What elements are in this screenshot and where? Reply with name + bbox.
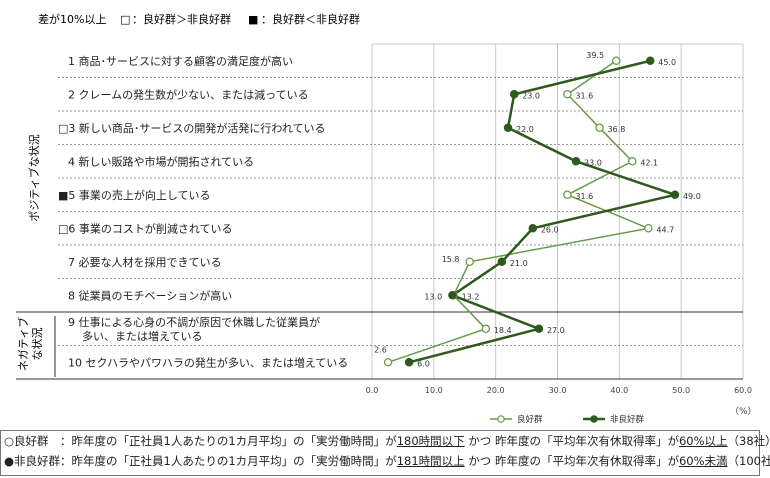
bad-point	[571, 156, 581, 166]
data-label: 31.6	[575, 91, 593, 100]
x-tick-label: 50.0	[672, 386, 690, 395]
data-label: 6.0	[417, 359, 430, 368]
category-label: 8 従業員のモチベーションが高い	[68, 288, 232, 302]
x-tick-label: 40.0	[610, 386, 628, 395]
caption-bad-count: （100社）	[727, 454, 770, 468]
category-label: 多い、または増えている	[82, 329, 202, 343]
good-point	[644, 223, 653, 233]
category-label: ■5 事業の売上が向上している	[58, 188, 211, 202]
good-lt-bad-note: ：良好群＜非良好群	[261, 12, 360, 26]
top-legend: 差が10%以上 □ ：良好群＞非良好群 ■ ：良好群＜非良好群	[38, 12, 360, 26]
good-point	[595, 123, 604, 133]
negative-group-label: ネガティブ	[16, 317, 30, 371]
open-circle-marker: ○	[4, 434, 15, 448]
data-label: 49.0	[683, 192, 701, 201]
category-label: 7 必要な人材を採用できている	[68, 255, 222, 269]
series-line-bad	[408, 59, 680, 364]
bad-point	[670, 190, 680, 199]
caption-bad-text1: ：昨年度の「正社員1人あたりの1カ月平均」の「実労働時間」が	[60, 454, 397, 468]
bad-point	[528, 223, 538, 233]
category-label: □3 新しい商品･サービスの開発が活発に行われている	[58, 121, 326, 135]
bad-point	[503, 123, 513, 133]
x-tick-label: 20.0	[487, 386, 505, 395]
caption-box: ○良好群 ：昨年度の「正社員1人あたりの1カ月平均」の「実労働時間」が180時間…	[0, 430, 770, 476]
bad-point	[448, 290, 457, 300]
x-tick-labels: 0.0 10.0 20.0 30.0 40.0 50.0 60.0	[366, 386, 752, 395]
good-point	[611, 56, 621, 66]
x-tick-label: 60.0	[734, 386, 752, 395]
x-tick-label: 0.0	[366, 386, 379, 395]
category-label: 2 クレームの発生数が少ない、または減っている	[68, 87, 309, 101]
data-label: 27.0	[547, 326, 565, 335]
data-label: 42.1	[640, 158, 658, 167]
caption-good-text1: ：昨年度の「正社員1人あたりの1カ月平均」の「実労働時間」が	[48, 434, 397, 448]
data-label: 22.0	[516, 125, 534, 134]
group-labels: ポジティブな状況 ネガティブ な状況	[16, 134, 44, 371]
legend-label: 良好群	[517, 414, 543, 425]
data-label: 21.0	[510, 259, 528, 268]
bad-point	[404, 357, 414, 367]
good-point	[481, 324, 491, 333]
legend-marker	[497, 415, 505, 423]
category-label: 9 仕事による心身の不調が原因で休職した従業員が	[68, 315, 320, 329]
caption-bad-hours: 181時間以上	[396, 454, 465, 468]
category-label: 1 商品･サービスに対する顧客の満足度が高い	[68, 54, 293, 68]
unit-label: （%）	[730, 406, 757, 417]
data-label: 45.0	[658, 58, 676, 67]
x-tick-label: 30.0	[549, 386, 567, 395]
data-label: 26.0	[541, 225, 559, 234]
filled-box-marker: ■	[248, 13, 258, 26]
positive-group-label: ポジティブな状況	[27, 134, 41, 221]
category-label: □6 事業のコストが削減されている	[58, 221, 233, 235]
good-gt-bad-note: ：良好群＞非良好群	[132, 12, 231, 26]
negative-group-label-line2: な状況	[30, 328, 44, 361]
bad-point	[646, 56, 655, 66]
good-point	[563, 190, 572, 199]
legend-label: 非良好群	[610, 414, 645, 425]
good-point	[465, 257, 474, 266]
good-point	[563, 90, 572, 99]
x-tick-label: 10.0	[425, 386, 443, 395]
data-label: 13.0	[424, 292, 442, 301]
good-point	[628, 156, 637, 166]
data-label: 36.8	[608, 125, 626, 134]
data-label: 33.0	[584, 158, 602, 167]
category-label: 4 新しい販路や市場が開拓されている	[68, 154, 254, 168]
caption-bad: ●非良好群：昨年度の「正社員1人あたりの1カ月平均」の「実労働時間」が181時間…	[4, 451, 770, 471]
caption-bad-name: 非良好群	[14, 454, 61, 468]
caption-good-name: 良好群	[14, 434, 49, 448]
series-layer: 39.5 31.6 36.8 42.1 31.6 44.7 15.8 13.2 18.4 2.6 4…	[374, 51, 701, 369]
filled-circle-marker: ●	[4, 454, 15, 468]
chart-area: 差が10%以上 □ ：良好群＞非良好群 ■ ：良好群＜非良好群 1 商品･サービ…	[16, 12, 757, 425]
data-label: 44.7	[656, 225, 674, 234]
series-legend: 良好群 非良好群	[490, 414, 645, 425]
caption-good-rate: 60%以上	[678, 434, 728, 448]
legend-marker	[590, 415, 598, 423]
data-label: 23.0	[522, 91, 540, 100]
bad-point	[534, 324, 544, 333]
data-label: 31.6	[575, 192, 593, 201]
category-labels: 1 商品･サービスに対する顧客の満足度が高い 2 クレームの発生数が少ない、または…	[58, 54, 348, 370]
threshold-note: 差が10%以上	[38, 12, 106, 26]
bad-point	[497, 257, 507, 266]
caption-good: ○良好群 ：昨年度の「正社員1人あたりの1カ月平均」の「実労働時間」が180時間…	[4, 431, 770, 451]
caption-good-hours: 180時間以下	[396, 434, 465, 448]
data-label: 13.2	[462, 292, 480, 301]
caption-bad-text2: かつ 昨年度の「平均年次有休取得率」が	[464, 454, 679, 468]
caption-bad-rate: 60%未満	[678, 454, 728, 468]
row-dividers	[16, 77, 743, 380]
data-label: 15.8	[442, 255, 460, 264]
data-label: 2.6	[374, 345, 387, 354]
category-label: 10 セクハラやパワハラの発生が多い、または増えている	[68, 355, 348, 369]
caption-good-count: （38社）	[727, 434, 770, 448]
bad-point	[509, 90, 519, 99]
open-box-marker: □	[120, 13, 130, 26]
data-label: 39.5	[586, 51, 604, 60]
caption-good-text2: かつ 昨年度の「平均年次有休取得率」が	[464, 434, 679, 448]
data-label: 18.4	[494, 326, 512, 335]
good-point	[383, 357, 393, 367]
